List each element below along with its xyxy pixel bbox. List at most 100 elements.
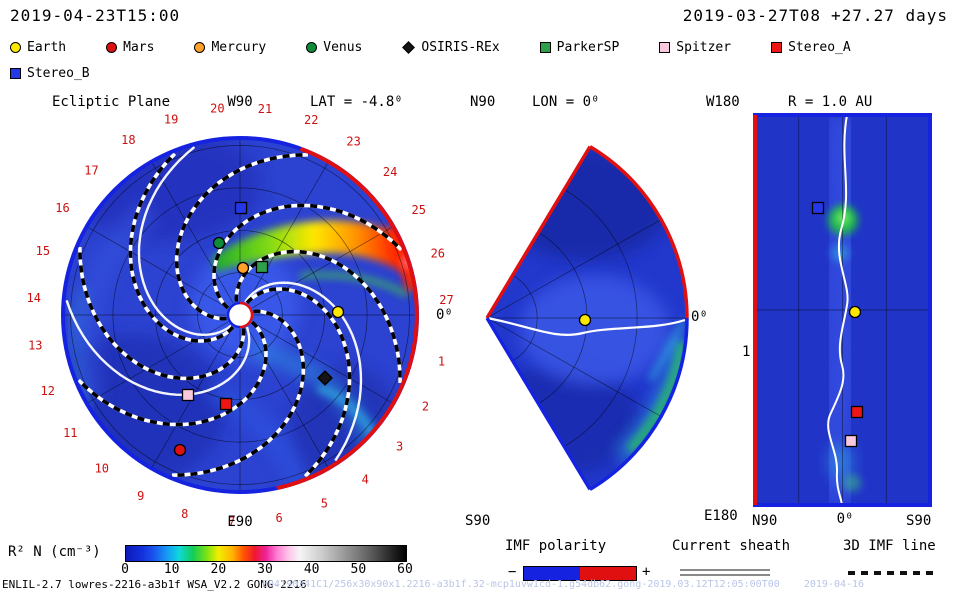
day-tick-label: 2 xyxy=(422,400,429,414)
day-tick-label: 1 xyxy=(438,355,445,369)
grid-radial-line xyxy=(487,317,662,417)
current-sheet-spiral xyxy=(244,281,363,462)
venus-marker-icon xyxy=(306,42,318,53)
colorbar-tick-label: 20 xyxy=(210,562,227,577)
day-tick-label: 15 xyxy=(36,244,50,258)
legend-label: Mars xyxy=(123,40,155,55)
ecliptic-outer-boundary-positive xyxy=(276,146,419,491)
day-tick-label: 8 xyxy=(181,507,188,521)
grid-radial-line xyxy=(246,326,329,469)
imf-field-line xyxy=(212,203,403,310)
legend-label: Earth xyxy=(27,40,67,55)
day-tick-label: 27 xyxy=(439,293,453,307)
grid-radial-line xyxy=(86,226,229,309)
stereo_b-marker xyxy=(234,201,248,215)
wedge-zero-label: 0⁰ xyxy=(691,309,708,325)
imf-field-line xyxy=(78,246,246,381)
imf-field-line xyxy=(171,309,306,477)
legend-item-mars: Mars xyxy=(106,40,154,55)
grid-radial-line xyxy=(251,321,394,404)
earth-marker xyxy=(848,305,862,319)
radial-s90-label: S90 xyxy=(906,513,931,529)
grid-radial-line xyxy=(251,226,394,309)
radial-e180-label: E180 xyxy=(704,508,738,524)
venus-marker xyxy=(212,236,226,250)
ecliptic-zero-label: 0⁰ xyxy=(436,307,453,323)
sun-inner-boundary-positive xyxy=(239,301,254,329)
ecliptic-lat-label: LAT = -4.8⁰ xyxy=(310,94,403,110)
wedge-north-label: N90 xyxy=(470,94,495,110)
ecliptic-title: Ecliptic Plane xyxy=(52,94,170,110)
imf-field-line xyxy=(77,320,268,427)
day-tick-label: 25 xyxy=(411,203,425,217)
run-id-watermark: E04190341C1/256x30x90x1.2216-a3b1f.32-mc… xyxy=(262,579,865,590)
earth-marker xyxy=(578,313,592,327)
imf-line-sample xyxy=(848,571,936,575)
day-tick-label: 21 xyxy=(258,102,272,116)
legend-label: Venus xyxy=(323,40,363,55)
grid-radial-line xyxy=(246,161,329,304)
legend-row-1: Earth Mars Mercury Venus OSIRIS-REx ParkerSP S… xyxy=(10,40,851,55)
day-tick-label: 24 xyxy=(383,165,397,179)
day-tick-label: 4 xyxy=(362,472,369,486)
colorbar-ticks: 0 10 20 30 40 50 60 xyxy=(121,562,413,578)
radial-panel: W180 R = 1.0 AU 1 E180 N90 0⁰ S90 xyxy=(704,94,932,529)
wedge-south-label: S90 xyxy=(465,513,490,529)
current-sheet-line xyxy=(827,115,849,505)
legend-row-2: Stereo_B xyxy=(10,66,90,81)
stereo_a-marker xyxy=(850,405,864,419)
mercury-marker-icon xyxy=(194,42,206,53)
colorbar-tick-label: 0 xyxy=(121,562,129,577)
spitzer-marker xyxy=(181,388,195,402)
imf-field-line xyxy=(128,152,235,343)
start-time: 2019-03-27T08 xyxy=(682,6,822,25)
ecliptic-east-label: E90 xyxy=(227,514,252,530)
day-tick-label: 14 xyxy=(26,291,40,305)
colorbar-tick-label: 50 xyxy=(350,562,367,577)
wedge-lon-label: LON = 0⁰ xyxy=(532,94,599,110)
legend-item-stereo_b: Stereo_B xyxy=(10,66,90,81)
osiris_rex-marker xyxy=(317,370,333,386)
day-tick-label: 13 xyxy=(28,338,42,352)
day-tick-label: 17 xyxy=(84,163,98,177)
osiris_rex-marker-icon xyxy=(402,41,416,54)
day-tick-label: 9 xyxy=(137,489,144,503)
wedge-north-boundary xyxy=(485,145,592,319)
colorbar-tick-label: 40 xyxy=(303,562,320,577)
mars-marker-icon xyxy=(106,42,118,53)
radial-n90-label: N90 xyxy=(752,513,777,529)
day-tick-label: 12 xyxy=(40,384,54,398)
day-tick-label: 7 xyxy=(228,514,235,528)
grid-radial-line xyxy=(487,219,662,319)
current-sheath-sample xyxy=(680,569,770,576)
current-sheath-label: Current sheath xyxy=(672,538,791,554)
imf-line-label: 3D IMF line xyxy=(843,538,936,554)
day-tick-label: 19 xyxy=(164,112,178,126)
day-tick-label: 18 xyxy=(121,133,135,147)
sim-time: 2019-04-23T15:00 xyxy=(10,6,181,25)
radial-tick-1: 1 xyxy=(742,344,750,360)
colorbar-tick-label: 30 xyxy=(257,562,273,577)
legend-label: Stereo_B xyxy=(27,66,90,81)
legend-label: Mercury xyxy=(211,40,267,55)
legend-item-mercury: Mercury xyxy=(194,40,266,55)
imf-plus-sign: + xyxy=(642,564,651,580)
imf-field-line xyxy=(234,249,402,384)
sun-disk xyxy=(228,303,252,327)
legend-item-spitzer: Spitzer xyxy=(659,40,731,55)
parker_sp-marker-icon xyxy=(539,42,551,53)
legend-item-osiris_rex: OSIRIS-REx xyxy=(402,40,500,55)
sun-inner-boundary-negative xyxy=(226,301,241,329)
radial-title: R = 1.0 AU xyxy=(788,94,872,110)
imf-polarity-label: IMF polarity xyxy=(505,538,607,554)
imf-polarity-bar xyxy=(523,566,637,581)
day-tick-label: 23 xyxy=(346,135,360,149)
radial-heatmap xyxy=(755,115,930,505)
imf-positive-swatch xyxy=(580,567,636,580)
model-info: ENLIL-2.7 lowres-2216-a3b1f WSA_V2.2 GON… xyxy=(2,578,307,591)
day-tick-label: 16 xyxy=(55,201,69,215)
mercury-marker xyxy=(236,261,250,275)
parker_sp-marker xyxy=(255,260,269,274)
